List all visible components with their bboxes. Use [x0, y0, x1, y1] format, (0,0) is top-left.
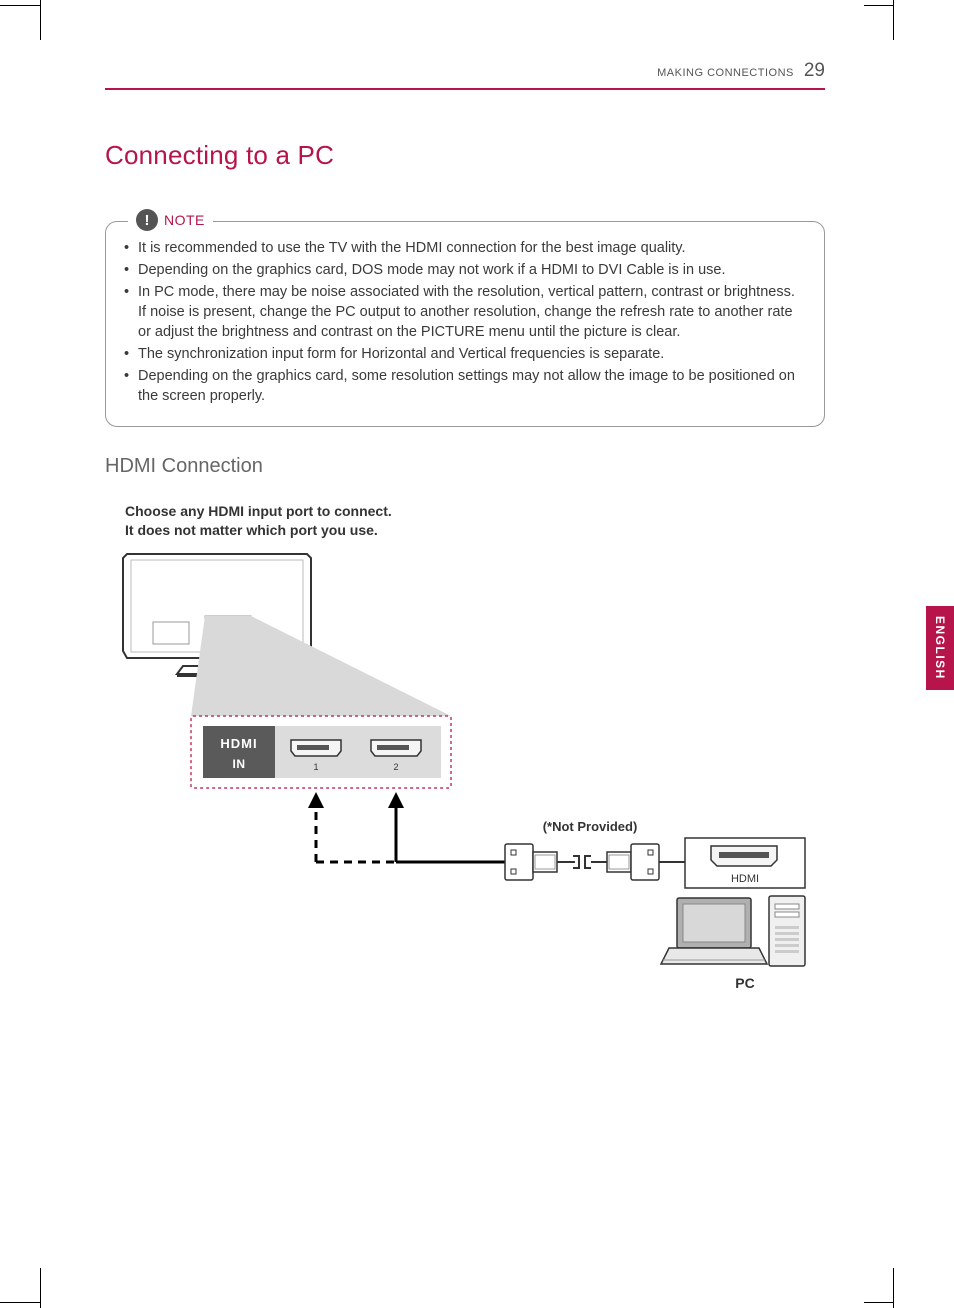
note-list: It is recommended to use the TV with the… — [124, 238, 806, 406]
pc-hdmi-port: HDMI — [685, 838, 805, 888]
note-icon: ! — [136, 209, 158, 231]
pc-tower-icon — [769, 896, 805, 966]
note-header: ! NOTE — [128, 209, 213, 231]
arrow-dashed — [308, 792, 396, 862]
hdmi-cable-icon — [505, 844, 685, 880]
page-title: Connecting to a PC — [105, 140, 825, 171]
instruction-line: Choose any HDMI input port to connect. — [125, 502, 825, 521]
svg-text:IN: IN — [233, 757, 246, 771]
pc-label: PC — [735, 975, 754, 991]
note-item: Depending on the graphics card, DOS mode… — [124, 260, 806, 280]
connection-diagram: HDMI IN 1 2 — [105, 546, 825, 1006]
not-provided-label: (*Not Provided) — [543, 819, 638, 834]
svg-text:HDMI: HDMI — [220, 736, 257, 751]
svg-text:1: 1 — [313, 762, 318, 772]
note-item: The synchronization input form for Horiz… — [124, 344, 806, 364]
note-label: NOTE — [164, 212, 205, 228]
svg-text:HDMI: HDMI — [731, 873, 759, 885]
laptop-icon — [661, 898, 767, 964]
page-header: MAKING CONNECTIONS 29 — [105, 60, 825, 90]
page-content: MAKING CONNECTIONS 29 Connecting to a PC… — [105, 60, 825, 1006]
hdmi-panel: HDMI IN 1 2 — [191, 716, 451, 788]
note-icon-glyph: ! — [145, 212, 150, 229]
note-item: In PC mode, there may be noise associate… — [124, 282, 806, 342]
header-page-number: 29 — [804, 60, 825, 82]
callout-shade — [191, 616, 451, 716]
instruction-line: It does not matter which port you use. — [125, 521, 825, 540]
note-item: Depending on the graphics card, some res… — [124, 366, 806, 406]
language-tab: ENGLISH — [926, 606, 954, 690]
arrow-solid — [388, 792, 510, 862]
note-box: ! NOTE It is recommended to use the TV w… — [105, 221, 825, 427]
instruction-text: Choose any HDMI input port to connect. I… — [125, 502, 825, 540]
svg-text:2: 2 — [393, 762, 398, 772]
note-item: It is recommended to use the TV with the… — [124, 238, 806, 258]
section-subhead: HDMI Connection — [105, 455, 825, 478]
header-section-title: MAKING CONNECTIONS — [657, 67, 794, 79]
